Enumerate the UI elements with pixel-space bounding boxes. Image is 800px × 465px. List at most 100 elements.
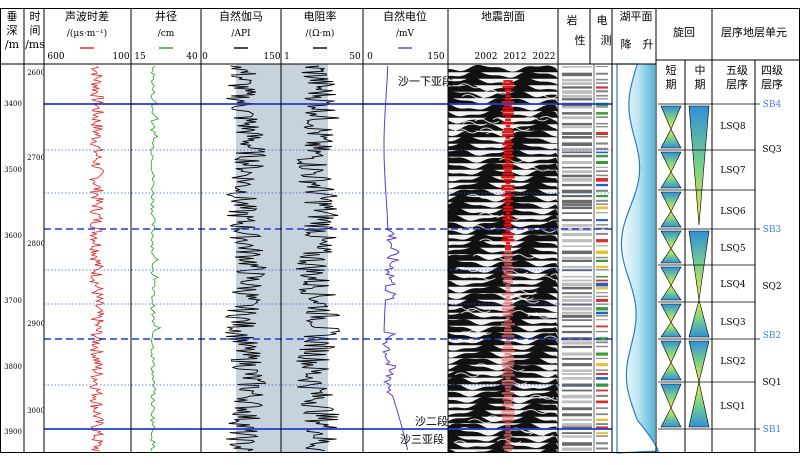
seismic-waveform	[468, 418, 493, 424]
seismic-red-trace	[501, 323, 515, 326]
lithology-layer	[562, 199, 592, 204]
seismic-waveform	[480, 127, 505, 133]
seismic-red-trace	[501, 350, 515, 353]
seismic-red-trace	[502, 143, 514, 146]
seismic-red-trace	[502, 398, 514, 401]
cycle-short-2: 期	[666, 78, 677, 91]
seismic-reflector	[448, 447, 558, 453]
lsq-label: LSQ3	[720, 318, 746, 328]
seismic-red-trace	[505, 116, 511, 119]
lsq-labels: LSQ8 LSQ7 LSQ6 LSQ5 LSQ4 LSQ3 LSQ2 LSQ1	[720, 122, 746, 412]
seismic-red-trace	[502, 254, 514, 257]
seismic-red-trace	[501, 374, 515, 377]
cal-unit: /cm	[158, 29, 175, 39]
seismic-reflector	[448, 239, 558, 248]
electrofacies-mark	[596, 423, 608, 425]
electrofacies-mark	[596, 112, 608, 115]
seismic-reflector	[448, 149, 558, 157]
seismic-waveform	[461, 94, 487, 100]
seismic-red-trace	[501, 308, 515, 311]
lithology-layer	[562, 275, 592, 278]
label-sha2: 沙二段	[415, 414, 448, 428]
lithology-layer	[562, 142, 592, 146]
seismic-red-trace	[502, 209, 513, 212]
seismic-red-trace	[503, 314, 513, 317]
seismic-reflector	[448, 194, 558, 203]
time-tick: 2900	[27, 320, 45, 328]
lsq-label: LSQ2	[720, 357, 745, 367]
lithology-layer	[562, 307, 592, 311]
lithology-layer	[562, 136, 592, 139]
electrofacies-mark	[596, 178, 608, 182]
seismic-waveform	[512, 289, 537, 295]
lithology-layer	[562, 203, 592, 206]
seismic-waveform	[548, 219, 558, 223]
lsq-label: LSQ4	[720, 280, 746, 290]
electrofacies-mark	[596, 154, 608, 158]
seismic-reflector	[448, 317, 558, 326]
electrofacies-mark	[596, 442, 608, 445]
seismic-red-trace	[503, 128, 513, 131]
seismic-red-trace	[504, 443, 512, 446]
ac-title: 声波时差	[65, 9, 109, 23]
time-header-2: 间	[30, 24, 41, 37]
dashed-boundaries	[44, 228, 612, 340]
cal-max: 40	[186, 52, 198, 62]
seismic-reflector	[448, 304, 558, 313]
seismic-waveform	[488, 255, 513, 261]
seismic-red-trace	[504, 320, 512, 323]
units-fifth-2: 层序	[726, 77, 748, 91]
seismic-waveform	[514, 298, 540, 304]
seismic-waveform	[492, 117, 518, 123]
seismic-red-trace	[504, 422, 512, 425]
lithology-layer	[562, 151, 592, 154]
units-title: 层序地层单元	[721, 25, 787, 39]
seismic-waveform	[471, 275, 496, 281]
cycle-triangle	[660, 303, 682, 323]
lith-title-2: 性	[575, 33, 586, 47]
electrofacies-mark	[596, 337, 608, 341]
seismic-waveform	[455, 267, 480, 273]
seismic-waveform	[529, 432, 554, 438]
lake-fall: 降	[621, 37, 632, 51]
electrofacies-mark	[596, 435, 608, 437]
cycle-triangle	[660, 248, 682, 264]
seismic-reflector	[448, 285, 558, 294]
electrofacies-mark	[596, 72, 608, 75]
lithology-layer	[562, 72, 592, 77]
lithology-layer	[562, 282, 592, 287]
seismic-waveform	[460, 311, 486, 317]
rt-title: 电阻率	[304, 9, 337, 23]
electrofacies-mark	[596, 116, 608, 118]
seismic-reflector	[448, 200, 558, 209]
seismic-red-trace	[505, 119, 511, 122]
rt-max: 50	[349, 52, 361, 62]
seismic-red-trace	[505, 95, 511, 98]
electrofacies-mark	[596, 212, 608, 214]
lithology-layer	[562, 219, 592, 222]
seismic-reflector	[448, 227, 558, 235]
seismic-reflector	[448, 174, 558, 183]
seismic-waveform	[454, 128, 479, 134]
gr-unit: /API	[231, 29, 251, 39]
seismic-red-trace	[504, 353, 512, 356]
seismic-reflector	[448, 441, 558, 450]
ac-unit: /(μs·m⁻¹)	[67, 28, 107, 39]
lithology-layer	[562, 394, 592, 399]
cycle-triangle	[660, 128, 682, 149]
seismic-red-trace	[504, 299, 512, 302]
seismic-red-trace	[503, 206, 513, 209]
seismic-reflector	[448, 363, 558, 372]
lithology-layer	[562, 178, 592, 182]
electrofacies-mark	[596, 357, 608, 359]
seismic-red-trace	[502, 113, 514, 116]
sq-labels: SQ3 SQ2 SQ1	[762, 145, 782, 388]
lsq-label: LSQ5	[720, 244, 746, 254]
seismic-red-trace	[502, 122, 514, 125]
electrofacies-mark	[596, 174, 608, 177]
seismic-red-trace	[505, 389, 511, 392]
lithology-layer	[562, 303, 592, 306]
electrofacies-mark	[596, 394, 608, 397]
seismic-red-trace	[504, 191, 512, 194]
seismic-red-trace	[501, 392, 515, 395]
